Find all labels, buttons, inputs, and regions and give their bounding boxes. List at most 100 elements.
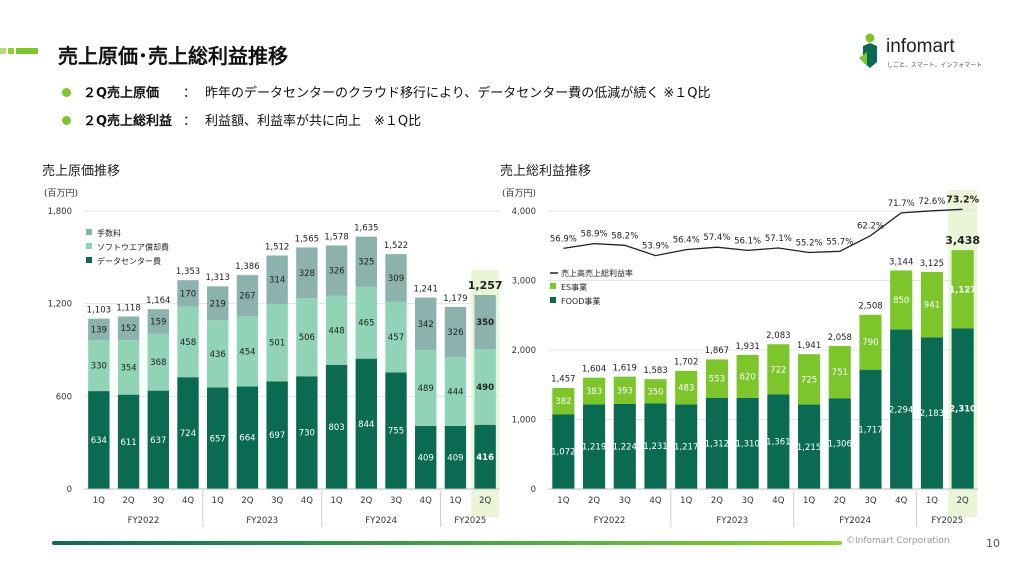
- total-label: 1,257: [468, 279, 503, 292]
- data-label: 844: [358, 420, 374, 430]
- x-tick-label: 1Q: [557, 496, 569, 506]
- total-label: 2,083: [766, 331, 790, 341]
- bar-segment: [890, 270, 913, 330]
- bar-segment: [736, 354, 759, 398]
- data-label: 724: [180, 429, 196, 439]
- data-label: 383: [586, 387, 602, 397]
- data-label: 850: [893, 296, 909, 306]
- margin-label: 57.4%: [703, 233, 730, 243]
- bar-segment: [147, 333, 169, 391]
- data-label: 382: [555, 397, 571, 407]
- total-label: 1,353: [176, 267, 200, 277]
- data-label: 1,312: [705, 439, 729, 449]
- bar-segment: [177, 306, 199, 378]
- data-label: 755: [388, 427, 404, 437]
- total-label: 1,583: [643, 366, 667, 376]
- data-label: 1,217: [674, 443, 698, 453]
- x-tick-label: 3Q: [271, 496, 283, 506]
- y-tick-label: 1,000: [512, 416, 536, 426]
- data-label: 611: [120, 438, 136, 448]
- bar-segment: [951, 328, 974, 489]
- bar-segment: [117, 316, 140, 340]
- data-label: 219: [210, 299, 226, 309]
- bar-segment: [675, 370, 698, 405]
- x-tick-label: 3Q: [742, 496, 754, 506]
- total-label: 2,058: [828, 333, 852, 343]
- data-label: 1,717: [858, 425, 882, 435]
- total-label: 3,438: [945, 234, 980, 247]
- legend-marker: [86, 229, 92, 235]
- bar-segment: [325, 364, 348, 489]
- bar-segment: [644, 403, 667, 489]
- bar-segment: [236, 275, 259, 317]
- bar-segment: [951, 250, 974, 329]
- logo-figure-icon: [859, 33, 877, 68]
- total-label: 1,386: [235, 262, 259, 272]
- bar-segment: [675, 404, 698, 489]
- bullet-label: ２Q売上総利益: [83, 114, 173, 129]
- x-tick-label: 4Q: [420, 496, 432, 506]
- bar-segment: [207, 387, 229, 489]
- data-label: 330: [91, 362, 107, 372]
- fiscal-year-label: FY2024: [839, 516, 871, 526]
- data-label: 458: [180, 338, 196, 348]
- margin-label: 53.9%: [642, 242, 669, 252]
- footer-bar: [52, 541, 842, 545]
- legend-marker: [86, 257, 92, 263]
- data-label: 553: [709, 375, 725, 385]
- data-label: 941: [924, 301, 940, 311]
- x-tick-label: 4Q: [649, 496, 661, 506]
- data-label: 350: [647, 387, 663, 397]
- data-label: 448: [328, 326, 344, 336]
- data-label: 506: [299, 333, 315, 343]
- bar-segment: [415, 297, 437, 351]
- bar-segment: [890, 329, 913, 489]
- total-label: 1,103: [87, 306, 111, 316]
- bullet-item: ２Q売上原価 ： 昨年のデータセンターのクラウド移行により、データセンター費の低減が…: [62, 82, 710, 101]
- bar-segment: [798, 404, 821, 489]
- bar-segment: [552, 387, 575, 415]
- data-label: 1,224: [613, 442, 637, 452]
- x-tick-label: 3Q: [152, 496, 164, 506]
- bar-segment: [859, 369, 882, 489]
- bar-segment: [705, 359, 728, 398]
- x-tick-label: 1Q: [93, 496, 105, 506]
- margin-label: 62.2%: [857, 222, 884, 232]
- data-label: 1,361: [766, 438, 790, 448]
- data-label: 159: [150, 318, 166, 328]
- bullet-text: 昨年のデータセンターのクラウド移行により、データセンター費の低減が続く ※１Q比: [205, 86, 711, 101]
- bar-segment: [444, 425, 467, 489]
- data-label: 501: [269, 339, 285, 349]
- fiscal-year-label: FY2025: [931, 516, 963, 526]
- bar-segment: [355, 236, 377, 287]
- bullet-dot-icon: [62, 116, 71, 125]
- data-label: 267: [239, 292, 255, 302]
- right-chart-unit: (百万円): [502, 189, 537, 199]
- data-label: 1,072: [551, 448, 575, 458]
- bar-segment: [296, 376, 318, 489]
- bar-segment: [266, 255, 288, 304]
- bar-segment: [266, 381, 288, 489]
- legend-entry: ソフトウエア償却費: [97, 242, 169, 252]
- data-label: 637: [150, 436, 166, 446]
- data-label: 139: [91, 325, 107, 335]
- total-label: 1,512: [265, 242, 289, 252]
- bar-segment: [147, 390, 169, 489]
- x-tick-label: 1Q: [803, 496, 815, 506]
- y-tick-label: 1,200: [48, 300, 72, 310]
- x-tick-label: 2Q: [711, 496, 723, 506]
- total-label: 1,604: [582, 365, 606, 375]
- legend-marker: [550, 297, 556, 303]
- bar-segment: [552, 414, 575, 489]
- bar-segment: [798, 354, 821, 405]
- y-tick-label: 1,800: [48, 207, 72, 217]
- bar-segment: [385, 372, 407, 489]
- bar-segment: [88, 391, 110, 489]
- data-label: 393: [617, 386, 633, 396]
- total-label: 3,144: [889, 257, 913, 267]
- data-label: 326: [447, 328, 463, 338]
- total-label: 1,241: [414, 284, 438, 294]
- data-label: 454: [239, 347, 255, 357]
- data-label: 1,306: [828, 440, 852, 450]
